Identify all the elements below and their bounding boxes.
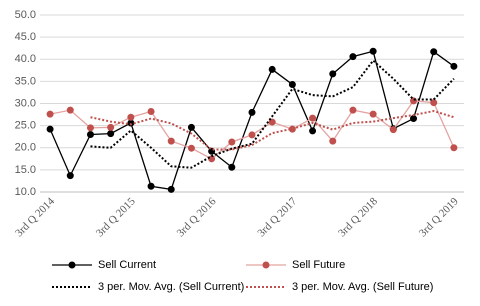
x-tick-label: 3rd Q 2015: [94, 195, 138, 239]
data-point: [46, 125, 54, 133]
data-point: [349, 53, 357, 61]
series-line: [90, 109, 455, 151]
series-line: [49, 50, 455, 191]
data-point: [329, 70, 337, 78]
data-point: [228, 138, 236, 146]
data-point: [66, 106, 74, 114]
data-point: [268, 65, 276, 73]
y-tick-label: 45.0: [15, 31, 36, 43]
data-point: [248, 131, 256, 139]
data-point: [248, 108, 256, 116]
legend-label: 3 per. Mov. Avg. (Sell Future): [292, 281, 433, 293]
data-point: [107, 123, 115, 131]
data-point: [450, 62, 458, 70]
data-point: [167, 185, 175, 193]
x-tick-label: 3rd Q 2017: [255, 195, 299, 239]
data-point: [430, 48, 438, 56]
data-point: [228, 163, 236, 171]
y-tick-label: 30.0: [15, 97, 36, 109]
data-point: [309, 127, 317, 135]
data-point: [208, 155, 216, 163]
data-point: [167, 137, 175, 145]
y-tick-label: 40.0: [15, 53, 36, 65]
x-tick-label: 3rd Q 2018: [336, 195, 380, 239]
data-point: [288, 80, 296, 88]
series-line: [90, 59, 455, 169]
x-tick-label: 3rd Q 2016: [175, 195, 219, 239]
legend-label: 3 per. Mov. Avg. (Sell Current): [98, 281, 244, 293]
data-point: [268, 118, 276, 126]
legend-label: Sell Future: [292, 259, 345, 271]
legend-marker: [68, 261, 76, 269]
data-point: [329, 137, 337, 145]
data-point: [187, 144, 195, 152]
data-point: [107, 130, 115, 138]
data-point: [187, 123, 195, 131]
data-point: [46, 110, 54, 118]
data-point: [147, 107, 155, 115]
data-point: [349, 106, 357, 114]
y-tick-label: 35.0: [15, 75, 36, 87]
data-point: [430, 99, 438, 107]
data-point: [369, 110, 377, 118]
y-tick-label: 20.0: [15, 142, 36, 154]
data-point: [66, 172, 74, 180]
legend-label: Sell Current: [98, 259, 156, 271]
data-point: [127, 113, 135, 121]
data-point: [410, 115, 418, 123]
data-point: [309, 114, 317, 122]
legend-marker: [262, 261, 270, 269]
data-point: [389, 126, 397, 134]
data-point: [86, 130, 94, 138]
x-tick-label: 3rd Q 2014: [13, 195, 57, 239]
y-tick-label: 10.0: [15, 186, 36, 198]
y-tick-label: 50.0: [15, 9, 36, 21]
y-tick-label: 15.0: [15, 164, 36, 176]
data-point: [369, 47, 377, 55]
y-tick-label: 25.0: [15, 120, 36, 132]
data-point: [86, 124, 94, 132]
data-point: [450, 144, 458, 152]
x-tick-label: 3rd Q 2019: [417, 195, 461, 239]
data-point: [147, 182, 155, 190]
